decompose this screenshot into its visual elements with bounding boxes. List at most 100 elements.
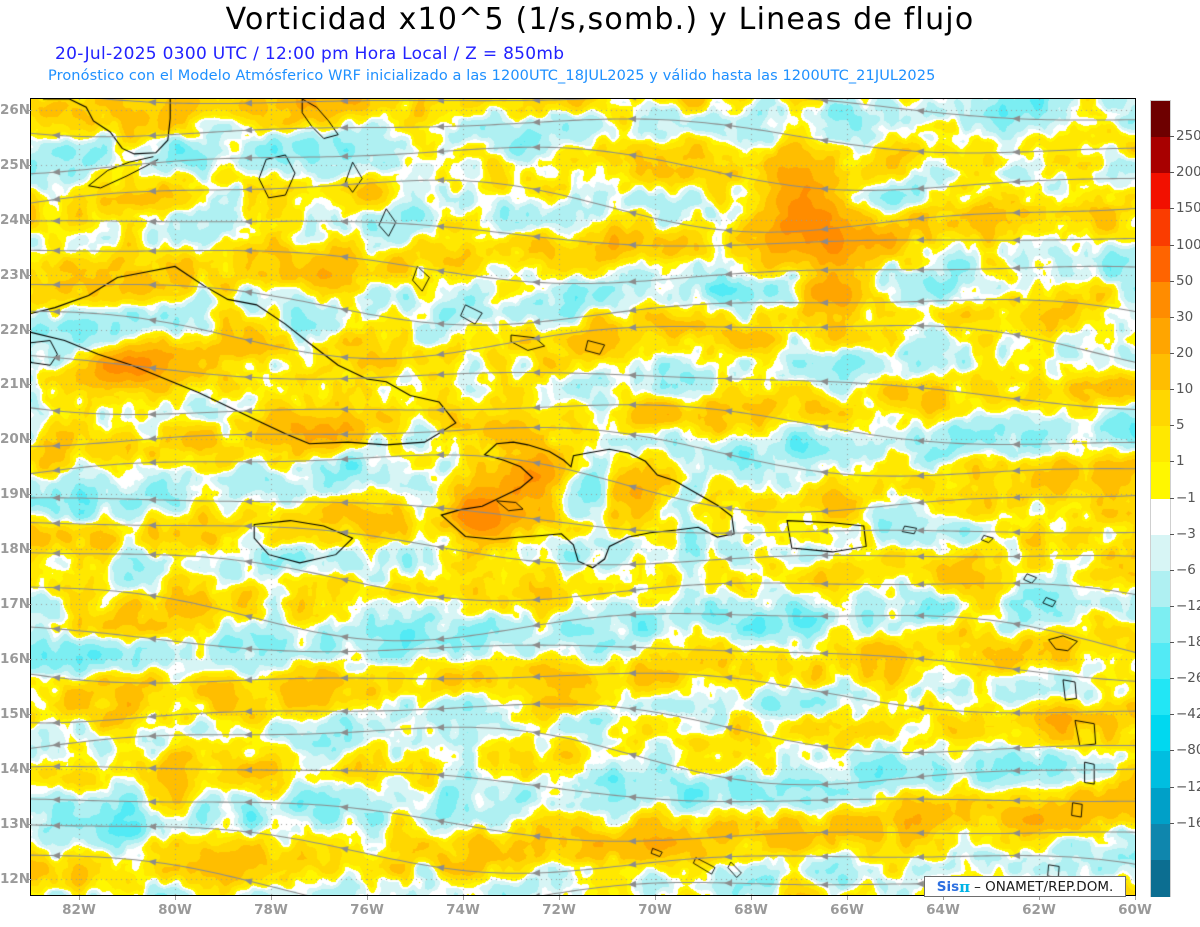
- colorbar-tick-mark: [1170, 280, 1174, 282]
- colorbar-tick-label: −80: [1176, 742, 1200, 759]
- x-tick-label: 64W: [926, 902, 960, 918]
- colorbar-tick-mark: [1170, 461, 1174, 463]
- x-tick-mark: [271, 896, 272, 900]
- colorbar-tick-label: 250: [1176, 128, 1200, 145]
- colorbar-tick-label: −120: [1176, 778, 1200, 795]
- y-tick-mark: [27, 329, 31, 331]
- y-tick-label: 24N: [0, 211, 31, 228]
- colorbar-band: [1151, 679, 1170, 716]
- y-tick-mark: [27, 823, 31, 825]
- colorbar-tick-mark: [1170, 605, 1174, 607]
- x-tick-mark: [79, 896, 80, 900]
- colorbar-tick-mark: [1170, 642, 1174, 644]
- colorbar-tick-label: 200: [1176, 164, 1200, 181]
- colorbar-tick-mark: [1170, 208, 1174, 210]
- y-tick-label: 18N: [0, 541, 31, 558]
- y-tick-mark: [27, 549, 31, 551]
- y-tick-label: 15N: [0, 705, 31, 722]
- logo-org-text: – ONAMET/REP.DOM.: [974, 878, 1114, 895]
- x-tick-mark: [559, 896, 560, 900]
- x-tick-mark: [463, 896, 464, 900]
- y-tick-label: 22N: [0, 321, 31, 338]
- y-tick-label: 19N: [0, 486, 31, 503]
- x-tick-mark: [751, 896, 752, 900]
- x-tick-label: 76W: [350, 902, 384, 918]
- logo-sis-text: Sis: [936, 878, 960, 895]
- colorbar-band: [1151, 823, 1170, 861]
- x-tick-mark: [1039, 896, 1040, 900]
- colorbar-band: [1151, 570, 1170, 608]
- y-tick-mark: [27, 658, 31, 660]
- x-tick-label: 70W: [638, 902, 672, 918]
- y-tick-mark: [27, 164, 31, 166]
- subtitle-model-info: Pronóstico con el Modelo Atmósferico WRF…: [48, 68, 936, 84]
- colorbar-band: [1151, 606, 1170, 644]
- colorbar-band: [1151, 498, 1170, 536]
- colorbar-band: [1151, 173, 1170, 210]
- colorbar-tick-label: −160: [1176, 814, 1200, 831]
- colorbar-tick-mark: [1170, 316, 1174, 318]
- x-tick-label: 68W: [734, 902, 768, 918]
- page-title: Vorticidad x10^5 (1/s,somb.) y Lineas de…: [225, 2, 975, 37]
- y-tick-mark: [27, 494, 31, 496]
- x-tick-mark: [655, 896, 656, 900]
- subtitle-valid-time: 20-Jul-2025 0300 UTC / 12:00 pm Hora Loc…: [55, 44, 565, 64]
- logo-pi-icon: π: [959, 877, 971, 896]
- x-tick-mark: [1135, 896, 1136, 900]
- colorbar-tick-mark: [1170, 714, 1174, 716]
- colorbar-tick-mark: [1170, 569, 1174, 571]
- colorbar-band: [1151, 426, 1170, 463]
- colorbar-tick-label: −3: [1176, 525, 1196, 542]
- colorbar-tick-mark: [1170, 425, 1174, 427]
- chart-header: Vorticidad x10^5 (1/s,somb.) y Lineas de…: [0, 0, 1200, 95]
- colorbar-tick-mark: [1170, 389, 1174, 391]
- colorbar-band: [1151, 281, 1170, 319]
- colorbar-tick-label: −26: [1176, 670, 1200, 687]
- colorbar-band: [1151, 715, 1170, 753]
- colorbar-tick-label: −6: [1176, 561, 1196, 578]
- y-tick-label: 16N: [0, 650, 31, 667]
- colorbar-band: [1151, 101, 1170, 138]
- colorbar-band: [1151, 245, 1170, 283]
- colorbar-band: [1151, 353, 1170, 391]
- colorbar-tick-mark: [1170, 786, 1174, 788]
- colorbar-tick-label: 50: [1176, 272, 1194, 289]
- vorticity-streamline-canvas: [31, 99, 1135, 895]
- y-tick-mark: [27, 384, 31, 386]
- colorbar-band: [1151, 643, 1170, 680]
- x-tick-mark: [847, 896, 848, 900]
- y-tick-label: 20N: [0, 431, 31, 448]
- map-plot-area: [30, 98, 1136, 896]
- y-tick-label: 17N: [0, 596, 31, 613]
- y-tick-mark: [27, 768, 31, 770]
- y-tick-label: 25N: [0, 156, 31, 173]
- colorbar-tick-mark: [1170, 822, 1174, 824]
- colorbar-band: [1151, 787, 1170, 825]
- colorbar-tick-label: −18: [1176, 634, 1200, 651]
- y-tick-label: 21N: [0, 376, 31, 393]
- colorbar-band: [1151, 462, 1170, 500]
- x-tick-label: 78W: [254, 902, 288, 918]
- colorbar-tick-mark: [1170, 533, 1174, 535]
- x-tick-mark: [943, 896, 944, 900]
- y-tick-label: 23N: [0, 266, 31, 283]
- x-tick-label: 66W: [830, 902, 864, 918]
- colorbar-vorticity-scale: [1150, 100, 1171, 897]
- colorbar-tick-label: −42: [1176, 706, 1200, 723]
- colorbar-tick-label: 100: [1176, 236, 1200, 253]
- colorbar-tick-label: −12: [1176, 597, 1200, 614]
- colorbar-band: [1151, 390, 1170, 427]
- x-tick-mark: [367, 896, 368, 900]
- colorbar-tick-mark: [1170, 497, 1174, 499]
- colorbar-band: [1151, 137, 1170, 174]
- colorbar-tick-mark: [1170, 750, 1174, 752]
- colorbar-band: [1151, 534, 1170, 572]
- x-tick-label: 74W: [446, 902, 480, 918]
- colorbar-tick-label: 20: [1176, 344, 1194, 361]
- colorbar-tick-label: −1: [1176, 489, 1196, 506]
- x-tick-mark: [175, 896, 176, 900]
- colorbar-tick-label: 30: [1176, 308, 1194, 325]
- x-tick-label: 60W: [1118, 902, 1152, 918]
- colorbar-tick-mark: [1170, 678, 1174, 680]
- colorbar-tick-mark: [1170, 172, 1174, 174]
